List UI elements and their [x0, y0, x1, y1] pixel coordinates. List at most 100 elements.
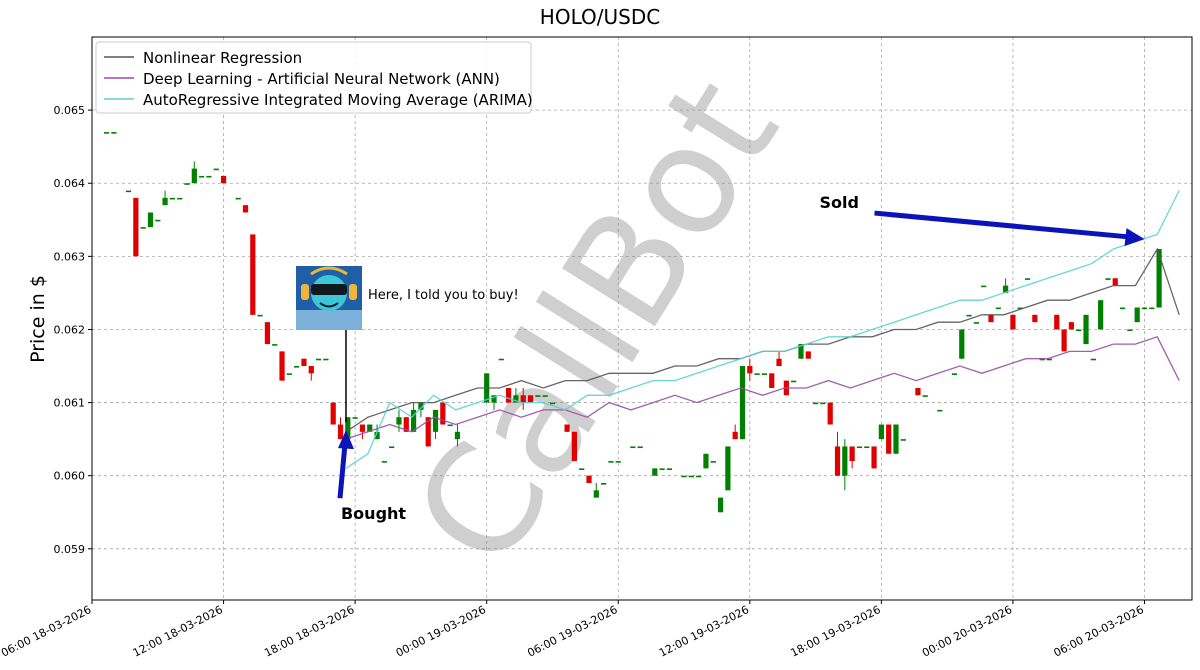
candle-body: [1003, 285, 1009, 293]
candle-body: [323, 358, 329, 361]
candle-body: [1112, 278, 1118, 286]
candle-body: [761, 373, 768, 375]
candle-body: [834, 446, 841, 476]
sold-arrow: [874, 210, 1131, 240]
plot-area-frame: [91, 36, 1193, 601]
candle-body: [147, 212, 154, 228]
candle-body: [345, 417, 351, 440]
candle-body: [213, 168, 219, 171]
candle-body: [1076, 329, 1082, 332]
candle-body: [359, 424, 366, 432]
candle-body: [1134, 307, 1140, 323]
bought-arrow-head: [337, 430, 354, 450]
candle-body: [294, 366, 300, 368]
legend-box: [95, 41, 532, 114]
candle-body: [206, 175, 212, 178]
candle-body: [337, 424, 344, 440]
candle-body: [425, 417, 431, 447]
x-tick-label: 00:00 19-03-2026: [394, 603, 488, 660]
candle-body: [703, 453, 709, 469]
candle-body: [871, 446, 877, 469]
candle-body: [1119, 307, 1126, 310]
y-tick-label: 0.063: [54, 250, 86, 263]
candle-body: [1010, 314, 1016, 330]
candle-body: [191, 168, 197, 184]
candle-body: [973, 322, 979, 324]
trade-annotations: Here, I told you to buy! Bought Sold: [296, 193, 1145, 523]
candle-body: [454, 431, 461, 440]
candle-body: [776, 358, 782, 367]
candle-body: [717, 497, 724, 513]
candle-body: [696, 475, 702, 478]
candle-body: [710, 461, 716, 463]
candle-body: [586, 475, 592, 484]
candle-body: [601, 483, 607, 485]
chart-title: HOLO/USDC: [540, 5, 660, 29]
candle-body: [988, 314, 994, 323]
candle-body: [652, 468, 658, 476]
x-tick-label: 06:00 19-03-2026: [525, 603, 619, 660]
candle-body: [1039, 358, 1045, 361]
candle-body: [549, 402, 556, 405]
candle-body: [330, 402, 336, 425]
candle-body: [659, 468, 665, 470]
candle-body: [535, 395, 541, 397]
candle-body: [352, 417, 358, 419]
candle-body: [1127, 329, 1133, 332]
candle-body: [886, 424, 892, 454]
candle-body: [286, 373, 292, 375]
candle-body: [506, 387, 512, 403]
candle-body: [827, 402, 833, 425]
legend-label-ann: Deep Learning - Artificial Neural Networ…: [143, 70, 500, 88]
candle-body: [1068, 322, 1075, 330]
candle-body: [133, 197, 139, 257]
candle-body: [900, 439, 906, 441]
candle-body: [593, 490, 599, 498]
candle-body: [104, 132, 110, 134]
candle-body: [520, 395, 526, 403]
candle-body: [513, 395, 519, 403]
candle-body: [235, 197, 241, 200]
candle-body: [199, 175, 205, 178]
forecast-lines: [345, 190, 1180, 469]
x-tick-label: 18:00 19-03-2026: [789, 603, 883, 660]
candle-body: [747, 366, 753, 374]
candle-body: [432, 409, 439, 432]
candle-body: [615, 461, 621, 463]
candle-body: [220, 175, 227, 184]
x-tick-label: 00:00 20-03-2026: [920, 603, 1014, 660]
candle-body: [981, 285, 987, 288]
x-tick-label: 12:00 19-03-2026: [657, 603, 751, 660]
candle-body: [805, 351, 811, 359]
candle-body: [966, 314, 972, 317]
candle-body: [1098, 300, 1104, 330]
candle-body: [272, 344, 278, 346]
candle-body: [849, 446, 855, 462]
candle-body: [418, 402, 424, 410]
series-line-ann: [345, 336, 1180, 440]
candle-body: [688, 475, 694, 478]
candle-body: [169, 197, 175, 200]
candle-body: [878, 424, 884, 440]
candle-body: [739, 366, 746, 440]
candle-body: [162, 197, 168, 206]
candle-body: [1024, 278, 1031, 280]
candle-body: [732, 431, 738, 440]
candle-body: [367, 424, 373, 432]
candle-body: [498, 358, 504, 361]
y-axis: 0.059 0.060 0.061 0.062 0.063 0.064 0.065: [54, 104, 92, 556]
candle-body: [1054, 314, 1060, 330]
candle-body: [856, 446, 863, 449]
candle-body: [155, 219, 161, 222]
candle-body: [922, 395, 928, 397]
candle-body: [951, 373, 958, 375]
watermark: CallBot: [382, 51, 812, 596]
candle-body: [542, 395, 548, 397]
y-tick-label: 0.061: [54, 397, 86, 410]
y-tick-label: 0.059: [54, 543, 86, 556]
candle-body: [264, 322, 271, 345]
candle-body: [125, 190, 132, 193]
candle-body: [637, 446, 643, 449]
candle-body: [184, 183, 190, 185]
candle-body: [1149, 307, 1155, 310]
